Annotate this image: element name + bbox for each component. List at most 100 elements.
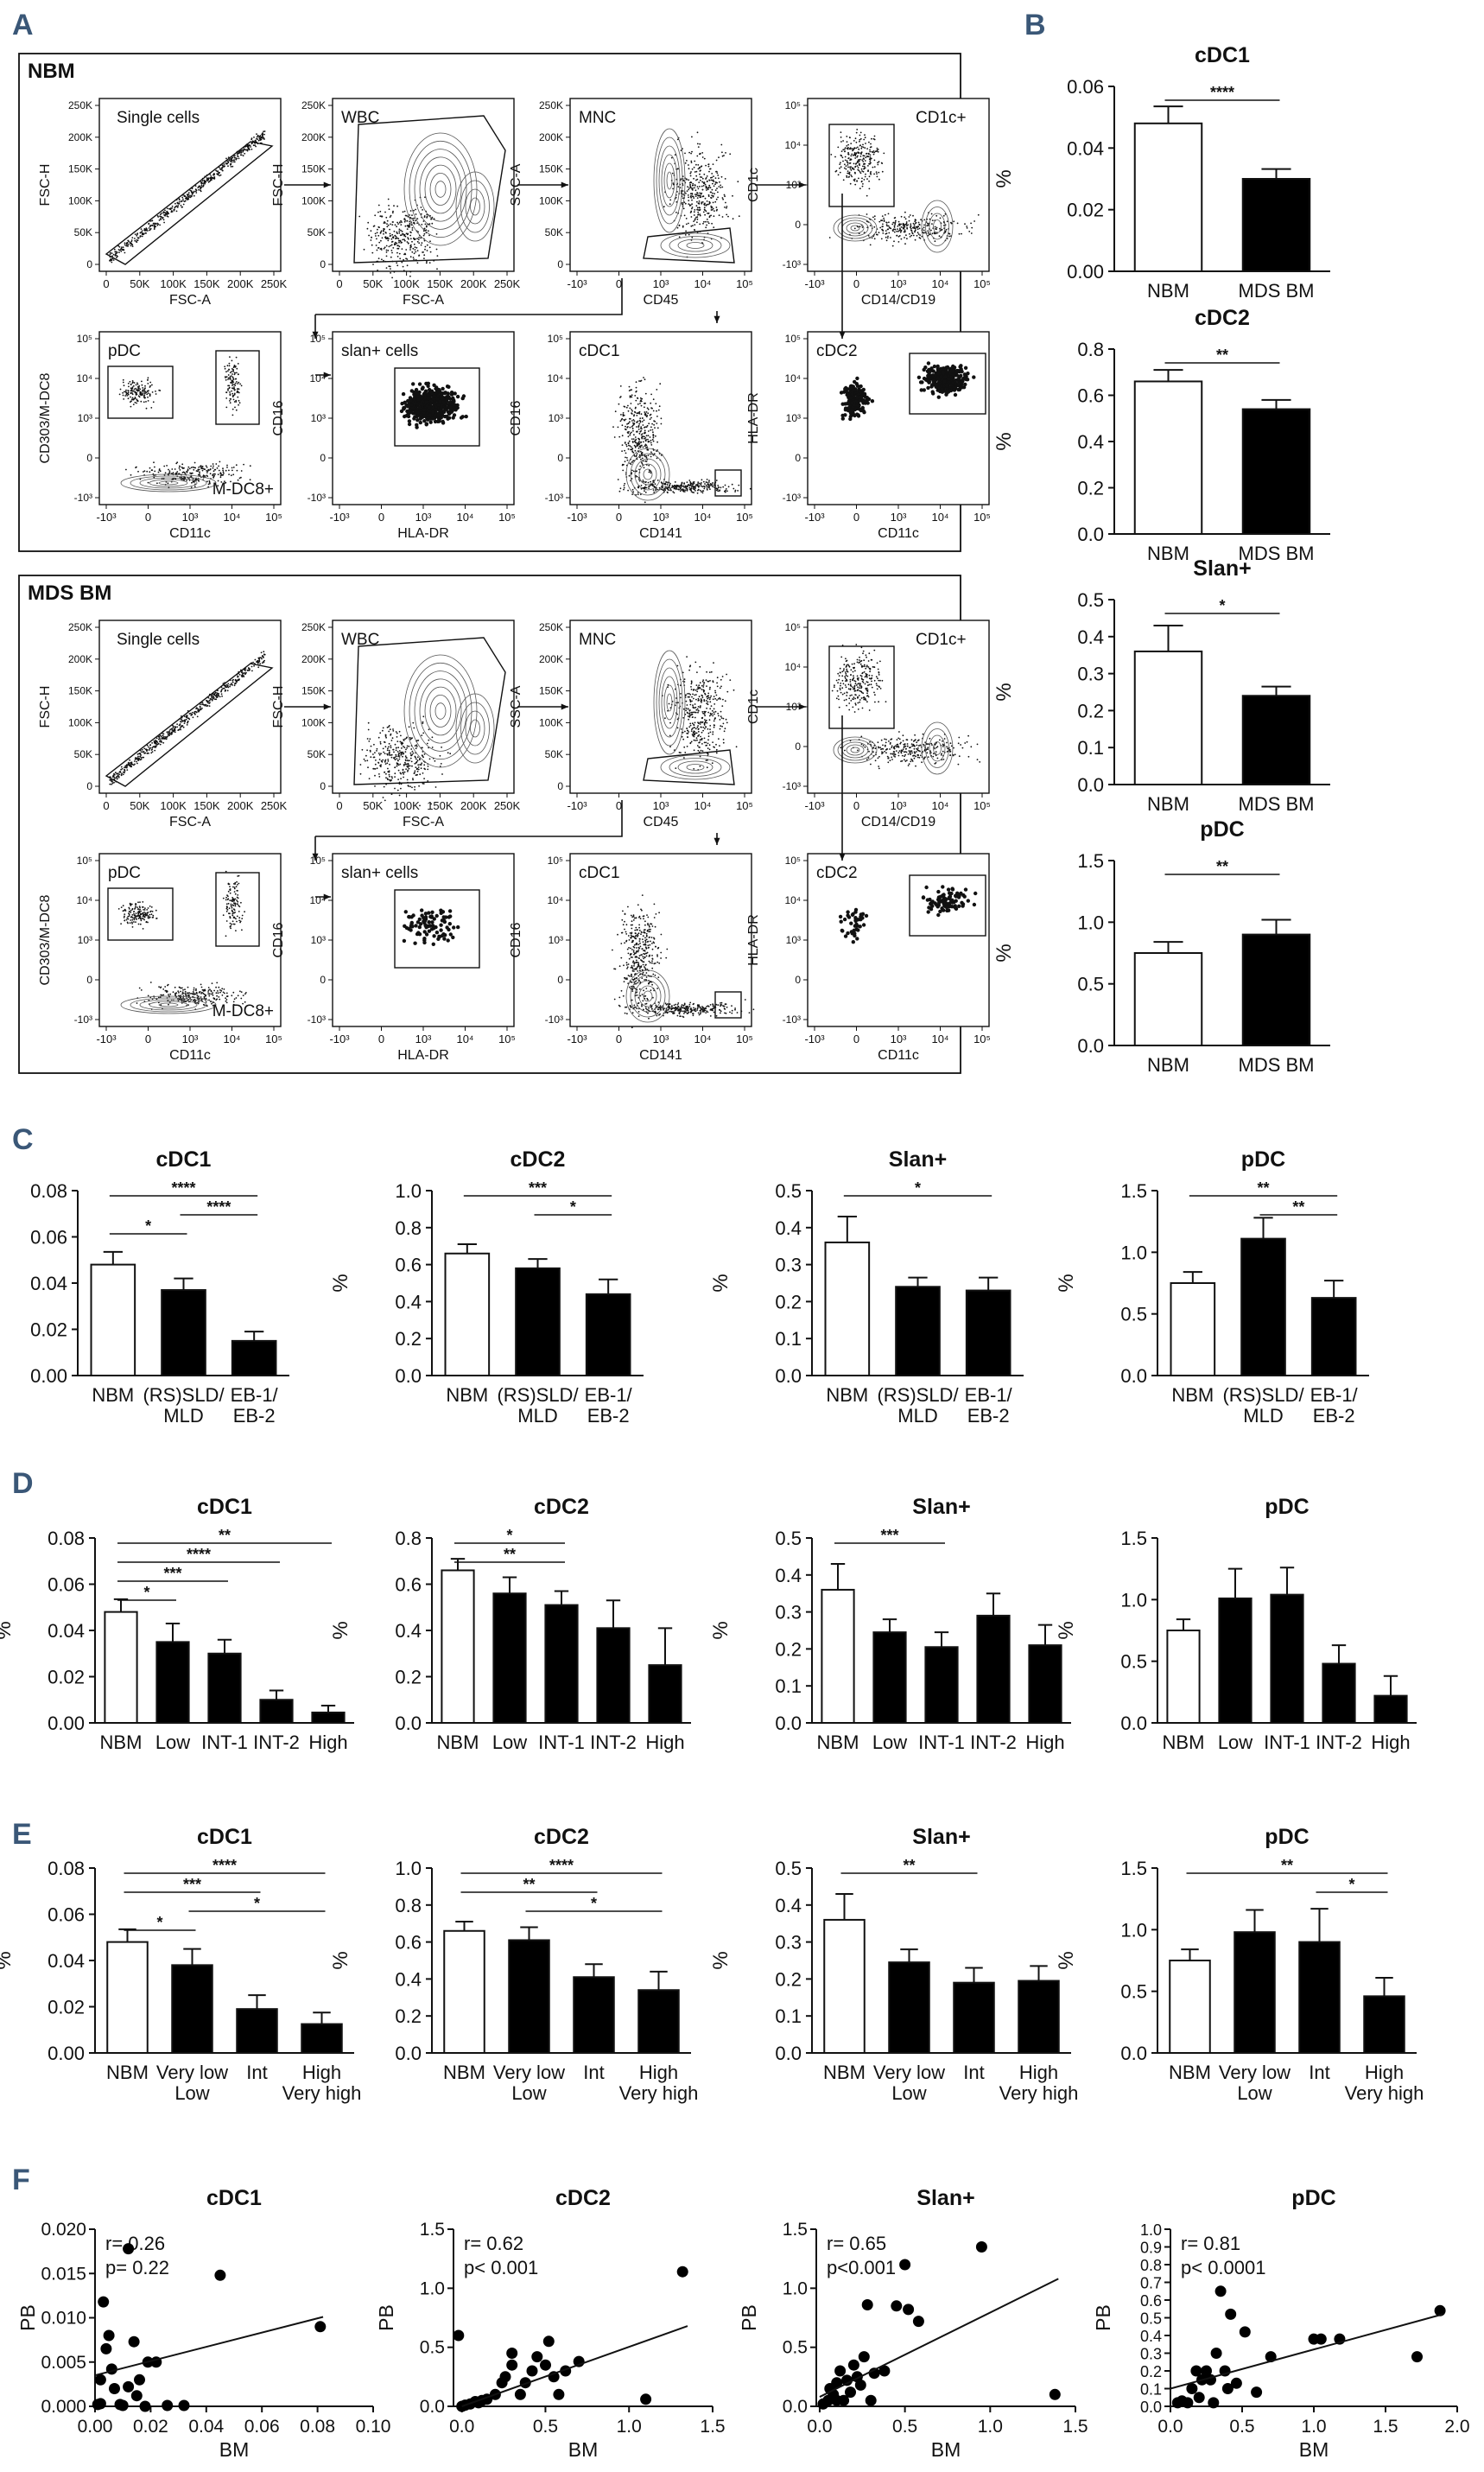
event-dot <box>692 182 694 185</box>
event-dot <box>721 151 723 154</box>
event-dot <box>935 228 936 230</box>
event-dot <box>875 171 878 174</box>
event-dot <box>202 185 205 187</box>
event-dot <box>225 684 226 687</box>
event-dot <box>876 233 878 236</box>
event-dot <box>398 230 401 232</box>
event-dot <box>665 481 668 483</box>
event-dot <box>701 492 704 494</box>
event-dot <box>231 165 234 168</box>
event-dot <box>926 378 930 382</box>
event-dot <box>866 401 870 405</box>
event-dot <box>627 426 629 428</box>
event-dot <box>229 378 231 380</box>
event-dot <box>145 748 148 751</box>
event-dot <box>249 465 251 467</box>
event-dot <box>903 231 905 233</box>
y-tick-label: 200K <box>68 131 92 143</box>
event-dot <box>135 384 137 386</box>
event-dot <box>870 399 875 404</box>
event-dot <box>254 139 257 142</box>
event-dot <box>716 187 718 190</box>
event-dot <box>436 403 441 407</box>
event-dot <box>441 400 446 405</box>
event-dot <box>445 384 450 389</box>
event-dot <box>162 738 164 740</box>
event-dot <box>649 414 651 416</box>
event-dot <box>231 469 233 472</box>
event-dot <box>423 232 426 235</box>
event-dot <box>396 758 398 759</box>
event-dot <box>677 186 680 188</box>
event-dot <box>649 436 651 438</box>
event-dot <box>390 214 392 217</box>
event-dot <box>623 485 625 486</box>
y-tick-label: 200K <box>301 653 326 665</box>
event-dot <box>638 456 641 459</box>
event-dot <box>118 393 121 396</box>
event-dot <box>637 420 639 423</box>
event-dot <box>175 210 178 213</box>
event-dot <box>652 431 654 434</box>
event-dot <box>707 165 710 168</box>
event-dot <box>631 409 632 410</box>
event-dot <box>199 706 201 709</box>
event-dot <box>910 227 912 230</box>
event-dot <box>643 419 645 422</box>
event-dot <box>961 377 967 381</box>
event-dot <box>864 175 866 178</box>
event-dot <box>859 138 861 141</box>
event-dot <box>208 480 211 482</box>
event-dot <box>133 760 136 762</box>
event-dot <box>217 473 219 475</box>
event-dot <box>897 228 898 230</box>
event-dot <box>440 763 442 765</box>
event-dot <box>957 375 961 379</box>
event-dot <box>644 429 646 432</box>
event-dot <box>124 395 127 397</box>
event-dot <box>396 231 398 233</box>
event-dot <box>691 136 693 138</box>
event-dot <box>696 216 699 219</box>
event-dot <box>136 760 137 763</box>
event-dot <box>642 424 644 426</box>
event-dot <box>913 224 916 226</box>
event-dot <box>626 431 629 434</box>
event-dot <box>131 397 134 399</box>
event-dot <box>165 736 168 739</box>
event-dot <box>151 384 153 386</box>
event-dot <box>923 224 925 226</box>
event-dot <box>870 171 872 173</box>
event-dot <box>856 129 859 130</box>
event-dot <box>403 239 406 242</box>
event-dot <box>653 491 656 493</box>
event-dot <box>692 189 694 191</box>
event-dot <box>977 213 980 216</box>
event-dot <box>130 766 133 768</box>
panel-label-a: A <box>12 9 34 41</box>
event-dot <box>698 203 701 205</box>
event-dot <box>690 162 693 164</box>
event-dot <box>644 435 646 438</box>
event-dot <box>623 405 625 408</box>
event-dot <box>702 185 705 187</box>
event-dot <box>627 404 629 407</box>
event-dot <box>129 759 131 761</box>
event-dot <box>227 378 229 380</box>
event-dot <box>233 161 235 163</box>
event-dot <box>408 767 410 770</box>
event-dot <box>234 406 236 409</box>
event-dot <box>861 159 864 162</box>
event-dot <box>251 670 253 672</box>
event-dot <box>927 371 931 375</box>
event-dot <box>143 232 145 235</box>
event-dot <box>236 469 238 472</box>
flow-panel-box <box>18 53 961 552</box>
event-dot <box>643 432 645 435</box>
event-dot <box>631 461 633 463</box>
event-dot <box>215 698 218 701</box>
event-dot <box>846 136 848 137</box>
event-dot <box>627 410 630 412</box>
event-dot <box>914 238 916 241</box>
x-axis-label: FSC-A <box>403 815 444 829</box>
